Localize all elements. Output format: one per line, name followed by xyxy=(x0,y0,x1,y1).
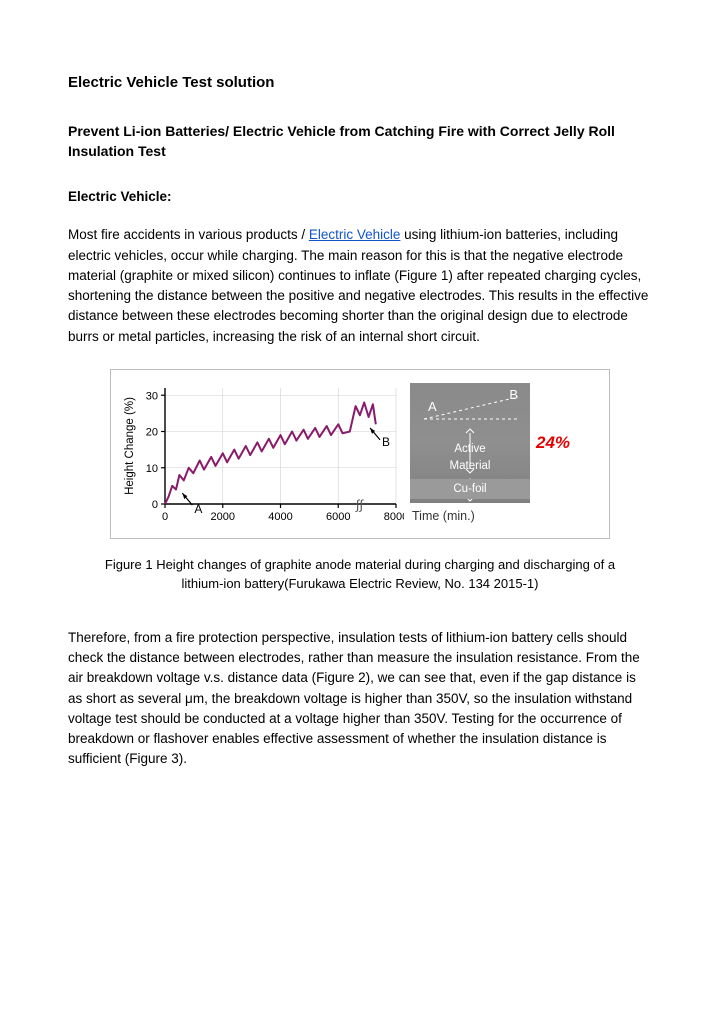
svg-text:∫∫: ∫∫ xyxy=(355,497,365,512)
height-change-chart: 0 10 20 30 0 2000 4000 6000 8000 Height Change (%… xyxy=(119,380,404,530)
svg-text:A: A xyxy=(194,502,202,516)
paragraph-1: Most fire accidents in various products … xyxy=(68,225,652,347)
svg-text:2000: 2000 xyxy=(211,511,235,523)
electric-vehicle-link[interactable]: Electric Vehicle xyxy=(309,227,401,242)
page-title: Electric Vehicle Test solution xyxy=(68,72,652,95)
figure-1-frame: 0 10 20 30 0 2000 4000 6000 8000 Height Change (%… xyxy=(110,369,610,539)
figure-1-caption: Figure 1 Height changes of graphite anod… xyxy=(88,555,632,594)
svg-text:B: B xyxy=(382,435,390,449)
svg-text:20: 20 xyxy=(146,426,158,438)
paragraph-2: Therefore, from a fire protection perspe… xyxy=(68,628,652,770)
svg-text:4000: 4000 xyxy=(268,511,292,523)
svg-text:0: 0 xyxy=(162,511,168,523)
figure-1-photo-panel: A B Active Material xyxy=(410,380,601,530)
svg-text:0: 0 xyxy=(152,499,158,511)
svg-text:30: 30 xyxy=(146,390,158,402)
svg-text:6000: 6000 xyxy=(326,511,350,523)
svg-text:10: 10 xyxy=(146,463,158,475)
sem-photo: A B Active Material xyxy=(410,383,530,503)
active-material-label: Active Material xyxy=(410,441,530,476)
figure-1: 0 10 20 30 0 2000 4000 6000 8000 Height Change (%… xyxy=(68,369,652,539)
percent-24: 24% xyxy=(536,430,570,456)
time-axis-label: Time (min.) xyxy=(412,507,475,526)
para1-after: using lithium-ion batteries, including e… xyxy=(68,227,648,343)
svg-text:8000: 8000 xyxy=(384,511,404,523)
section-heading: Electric Vehicle: xyxy=(68,187,652,207)
svg-text:Height Change (%): Height Change (%) xyxy=(124,397,136,495)
page-subtitle: Prevent Li-ion Batteries/ Electric Vehic… xyxy=(68,121,652,162)
figure-1-chart: 0 10 20 30 0 2000 4000 6000 8000 Height Change (%… xyxy=(119,380,404,530)
cu-foil-label: Cu-foil xyxy=(410,481,530,498)
para1-before: Most fire accidents in various products … xyxy=(68,227,309,242)
